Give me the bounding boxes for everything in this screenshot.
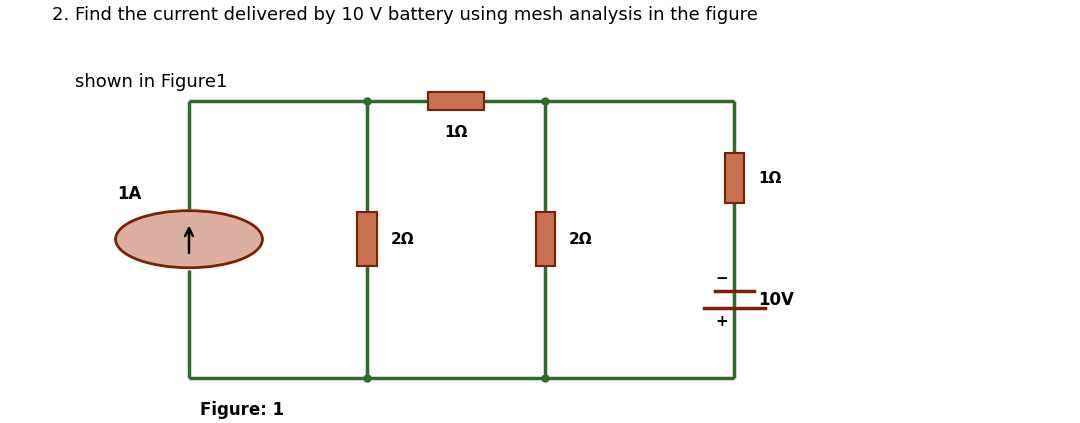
Circle shape — [116, 211, 262, 268]
Bar — [725, 153, 744, 203]
Text: shown in Figure1: shown in Figure1 — [52, 74, 227, 91]
Text: 1Ω: 1Ω — [758, 171, 782, 186]
Text: −: − — [715, 271, 728, 286]
Bar — [536, 212, 555, 266]
Text: 2Ω: 2Ω — [569, 232, 593, 247]
Bar — [357, 212, 377, 266]
Text: Figure: 1: Figure: 1 — [200, 401, 284, 419]
Text: 10V: 10V — [758, 291, 794, 309]
Text: 2Ω: 2Ω — [391, 232, 415, 247]
Text: 2. Find the current delivered by 10 V battery using mesh analysis in the figure: 2. Find the current delivered by 10 V ba… — [52, 6, 758, 24]
Bar — [428, 92, 484, 110]
Text: 1A: 1A — [118, 185, 141, 203]
Text: +: + — [715, 314, 728, 330]
Text: 1Ω: 1Ω — [445, 125, 468, 140]
